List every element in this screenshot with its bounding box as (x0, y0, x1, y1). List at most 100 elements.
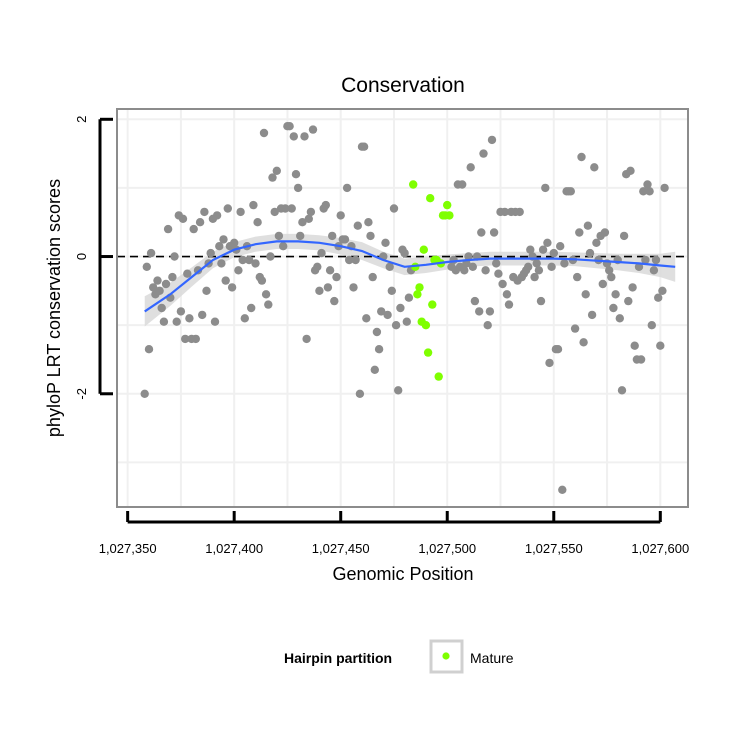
legend-title: Hairpin partition (284, 650, 392, 666)
x-tick-label: 1,027,450 (312, 541, 370, 556)
mature-point (445, 211, 454, 220)
background-point (611, 290, 620, 299)
data-points (140, 122, 669, 494)
background-point (543, 238, 552, 247)
background-point (191, 334, 200, 344)
mature-point (443, 200, 452, 210)
background-point (458, 180, 467, 189)
y-tick-label: -2 (74, 388, 89, 400)
background-point (272, 166, 281, 175)
x-axis-title: Genomic Position (332, 564, 473, 584)
background-point (590, 163, 599, 172)
background-point (157, 303, 166, 313)
background-point (149, 283, 158, 292)
background-point (545, 358, 554, 368)
background-point (404, 293, 414, 302)
background-point (230, 238, 239, 247)
smooth-line (144, 240, 676, 313)
background-point (159, 317, 169, 326)
x-tick-label: 1,027,600 (631, 541, 689, 556)
background-point (293, 183, 303, 193)
background-point (236, 207, 245, 217)
background-point (619, 231, 629, 241)
background-point (541, 183, 550, 193)
background-point (643, 180, 652, 189)
background-point (163, 224, 173, 234)
background-point (355, 389, 365, 398)
background-point (372, 327, 382, 337)
background-point (573, 272, 582, 282)
background-point (579, 338, 588, 347)
background-point (583, 221, 593, 230)
mature-point (413, 290, 422, 299)
background-point (605, 266, 614, 275)
mature-point (426, 194, 435, 203)
background-point (654, 293, 663, 302)
background-point (464, 252, 473, 261)
background-point (374, 345, 384, 354)
background-point (140, 389, 149, 398)
background-point (285, 122, 294, 131)
background-point (558, 485, 567, 494)
background-point (383, 310, 392, 320)
background-point (566, 187, 575, 196)
background-point (489, 228, 499, 237)
background-point (244, 255, 254, 265)
background-point (251, 259, 260, 268)
background-point (217, 259, 226, 268)
background-point (227, 283, 237, 292)
background-point (215, 242, 224, 251)
background-point (530, 272, 539, 282)
background-point (387, 286, 396, 295)
background-point (391, 321, 401, 330)
background-point (185, 314, 194, 323)
background-point (359, 142, 369, 151)
background-point (291, 170, 301, 179)
background-point (402, 317, 411, 326)
background-point (176, 307, 186, 316)
background-point (270, 207, 279, 217)
background-point (253, 218, 262, 227)
smooth-band (144, 233, 676, 327)
background-point (366, 231, 375, 241)
background-point (577, 152, 586, 162)
background-point (466, 163, 475, 172)
background-point (306, 207, 316, 217)
background-point (658, 286, 667, 295)
background-point (553, 345, 563, 354)
background-point (189, 224, 198, 234)
mature-point (415, 283, 424, 292)
background-point (607, 272, 616, 282)
background-point (477, 228, 486, 237)
background-point (647, 321, 656, 330)
background-point (617, 386, 627, 395)
background-point (264, 300, 273, 309)
background-point (328, 231, 337, 241)
background-point (485, 307, 495, 316)
background-point (330, 296, 339, 306)
background-point (641, 255, 650, 265)
background-point (400, 248, 409, 258)
background-point (308, 125, 318, 134)
background-point (370, 365, 379, 374)
mature-point (419, 245, 428, 254)
background-point (526, 245, 535, 254)
background-point (351, 255, 360, 265)
background-point (321, 200, 330, 210)
x-tick-label: 1,027,500 (418, 541, 476, 556)
background-point (161, 279, 171, 289)
background-point (626, 166, 635, 175)
background-point (313, 262, 322, 271)
background-point (274, 231, 284, 241)
background-point (532, 259, 541, 268)
background-point (146, 248, 156, 258)
background-point (268, 173, 277, 182)
background-point (323, 283, 333, 292)
background-point (364, 218, 373, 227)
background-point (468, 262, 477, 271)
background-point (475, 307, 484, 316)
mature-point (421, 321, 431, 330)
background-point (181, 334, 190, 344)
background-point (257, 276, 267, 285)
background-point (628, 283, 637, 292)
